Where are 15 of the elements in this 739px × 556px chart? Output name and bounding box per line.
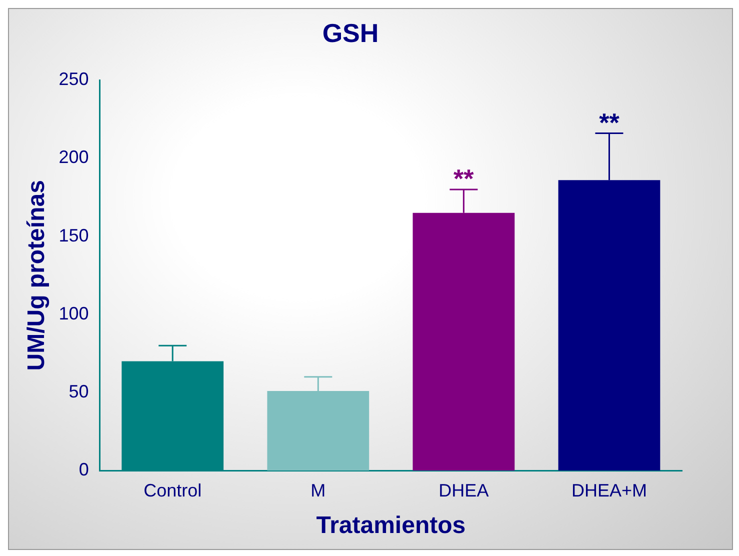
y-tick-label: 200 <box>58 147 89 168</box>
x-tick-label: Control <box>144 480 202 500</box>
y-tick-label: 250 <box>58 69 89 90</box>
y-tick-label: 100 <box>58 303 89 324</box>
chart-title: GSH <box>322 18 379 48</box>
x-axis-title: Tratamientos <box>316 512 466 540</box>
x-tick-label: DHEA+M <box>571 480 647 500</box>
annotation: ** <box>599 107 620 138</box>
y-axis-title: UM/Ug proteínas <box>23 180 50 371</box>
x-tick-label: M <box>310 480 326 500</box>
y-tick-label: 150 <box>58 225 89 246</box>
y-tick-label: 50 <box>68 381 89 402</box>
annotation: ** <box>454 164 475 194</box>
x-tick-label: DHEA <box>438 480 489 500</box>
y-tick-label: 0 <box>78 460 89 480</box>
